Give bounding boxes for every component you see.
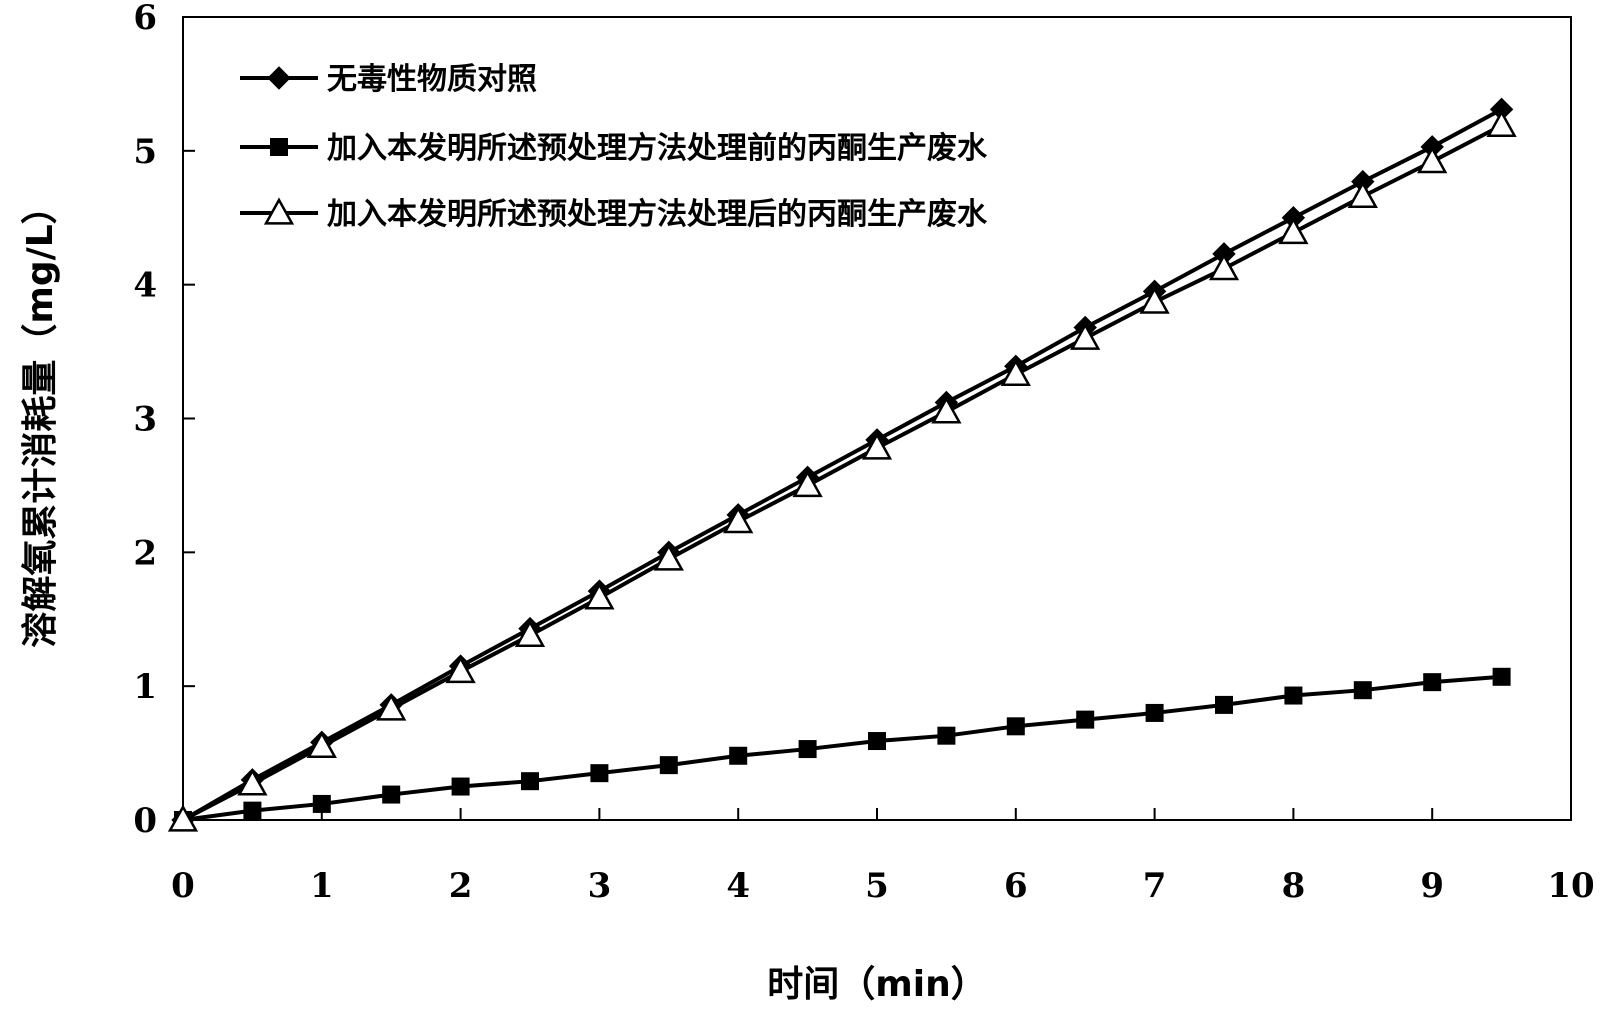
data-point-square-16 [1284,686,1303,705]
data-point-square-10 [868,732,886,751]
data-point-square-17 [1353,681,1372,700]
y-tick-label-6: 6 [133,0,157,38]
data-point-triangle-5 [514,619,546,647]
data-point-triangle-10 [861,432,893,460]
data-point-square-8 [729,746,748,765]
plot-area [182,16,1572,821]
x-axis-title: 时间（min） [767,964,986,1005]
y-axis-title: 溶解氧累计消耗量（mg/L） [20,188,61,647]
data-point-triangle-9 [792,469,823,498]
y-tick-label-0: 0 [133,801,157,841]
x-tick-label-5: 5 [865,866,889,906]
legend-label-1: 加入本发明所述预处理方法处理前的丙酮生产废水 [327,131,988,166]
data-point-square-1 [243,801,262,820]
data-point-square-12 [1006,717,1025,736]
data-point-square-18 [1423,673,1442,692]
y-tick-label-3: 3 [133,400,157,440]
data-point-triangle-19 [1486,109,1517,138]
data-point-triangle-14 [1139,286,1170,314]
data-point-triangle-2 [306,730,337,759]
data-point-triangle-15 [1208,253,1240,281]
series-layer [167,97,1517,832]
data-point-square-19 [1492,667,1511,686]
data-point-square-3 [382,785,401,804]
series-line-square [182,674,1502,822]
data-point-square-9 [798,740,817,759]
x-tick-label-3: 3 [588,866,612,906]
data-point-triangle-1 [237,768,268,796]
x-tick-label-1: 1 [310,866,334,906]
data-point-triangle-0 [167,804,199,832]
x-tick-label-0: 0 [171,866,195,906]
data-point-triangle-12 [1000,358,1031,386]
x-tick-label-9: 9 [1420,866,1444,906]
data-point-triangle-8 [723,505,754,534]
legend-marker-diamond [267,66,291,90]
data-point-triangle-16 [1278,216,1309,245]
y-axis-ticks: 0 1 2 3 4 5 6 [133,0,195,841]
y-tick-label-5: 5 [133,132,157,172]
x-axis-ticks: 0 1 2 3 4 5 6 7 8 9 10 [171,808,1595,906]
series-line-diamond [181,107,1503,822]
data-point-square-11 [937,726,956,745]
data-point-triangle-6 [584,582,615,610]
data-point-triangle-3 [376,693,407,721]
y-tick-label-4: 4 [133,266,157,306]
legend-label-2: 加入本发明所述预处理方法处理后的丙酮生产废水 [327,197,988,232]
y-tick-label-2: 2 [133,533,157,573]
data-point-square-14 [1145,703,1164,722]
data-point-triangle-4 [445,655,476,684]
data-point-square-6 [590,764,609,783]
data-point-triangle-18 [1417,145,1448,174]
legend-label-0: 无毒性物质对照 [327,62,537,97]
data-point-triangle-17 [1347,180,1378,208]
data-point-square-2 [312,794,331,813]
data-point-square-7 [659,756,678,775]
data-point-square-4 [451,777,470,796]
x-tick-label-7: 7 [1143,866,1167,906]
data-point-square-15 [1215,695,1233,714]
x-tick-label-4: 4 [726,866,750,906]
legend: 无毒性物质对照加入本发明所述预处理方法处理前的丙酮生产废水加入本发明所述预处理方… [240,62,988,232]
data-point-square-13 [1076,710,1095,729]
x-tick-label-2: 2 [449,866,473,906]
x-tick-label-6: 6 [1004,866,1028,906]
x-tick-label-10: 10 [1547,866,1594,906]
y-tick-label-1: 1 [133,667,157,707]
data-point-triangle-11 [931,396,962,424]
legend-marker-square [270,138,288,156]
data-point-square-5 [521,772,539,791]
data-point-triangle-7 [653,543,684,571]
legend-marker-triangle [263,197,295,225]
data-point-triangle-13 [1070,322,1101,350]
x-tick-label-8: 8 [1282,866,1306,906]
